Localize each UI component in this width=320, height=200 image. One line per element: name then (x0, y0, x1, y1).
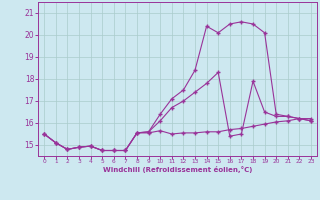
X-axis label: Windchill (Refroidissement éolien,°C): Windchill (Refroidissement éolien,°C) (103, 166, 252, 173)
